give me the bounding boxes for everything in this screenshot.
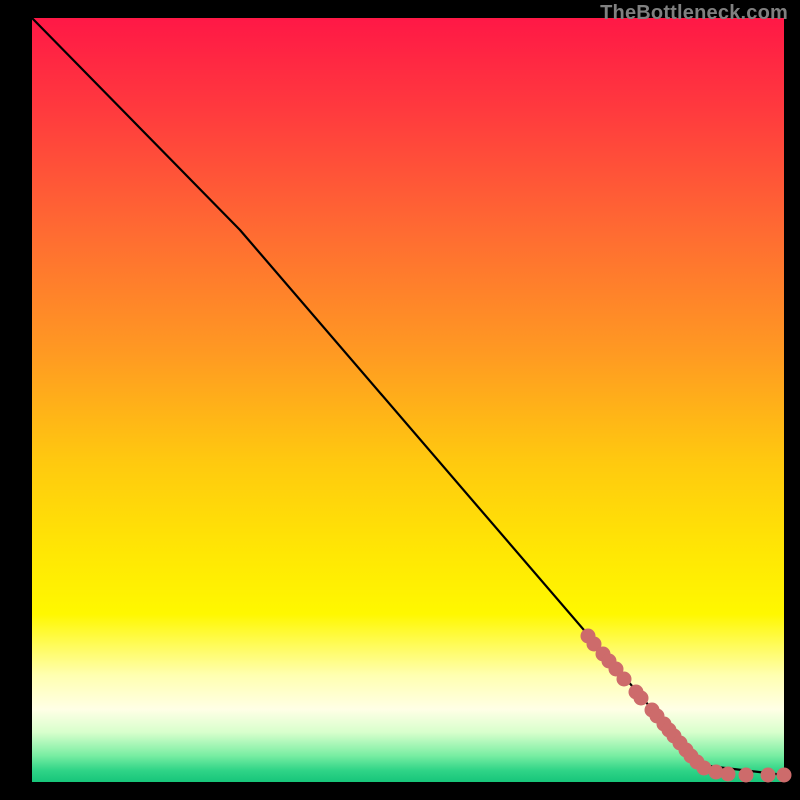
data-marker bbox=[617, 672, 632, 687]
data-marker bbox=[739, 768, 754, 783]
watermark-text: TheBottleneck.com bbox=[600, 2, 788, 25]
data-marker bbox=[634, 691, 649, 706]
chart-svg bbox=[0, 0, 800, 800]
data-marker bbox=[761, 768, 776, 783]
data-marker bbox=[721, 767, 736, 782]
chart-stage: TheBottleneck.com bbox=[0, 0, 800, 800]
data-marker bbox=[777, 768, 792, 783]
